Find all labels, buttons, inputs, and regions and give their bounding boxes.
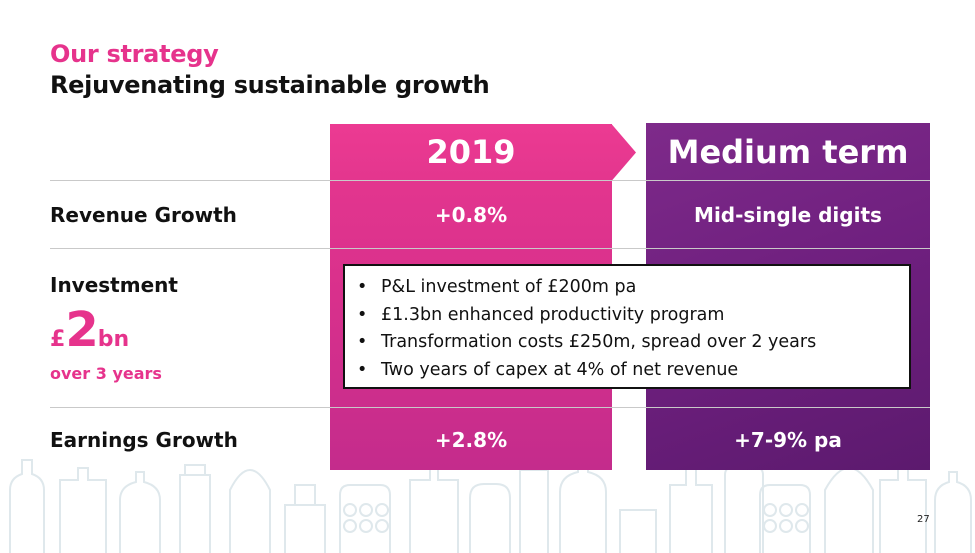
column-header-medium-term: Medium term bbox=[667, 133, 909, 171]
investment-number: 2 bbox=[65, 302, 98, 358]
row-divider bbox=[50, 180, 930, 181]
row-label-investment: Investment bbox=[50, 273, 178, 297]
investment-unit: bn bbox=[97, 327, 130, 352]
list-item: • Transformation costs £250m, spread over… bbox=[357, 332, 817, 352]
earnings-growth-2019-value: +2.8% bbox=[434, 428, 508, 452]
investment-amount: £2bn bbox=[50, 302, 129, 358]
revenue-growth-2019-value: +0.8% bbox=[434, 203, 508, 227]
investment-period: over 3 years bbox=[50, 364, 162, 383]
list-item: • Two years of capex at 4% of net revenue bbox=[357, 359, 739, 380]
column-header-2019: 2019 bbox=[426, 133, 516, 171]
row-divider bbox=[50, 407, 930, 408]
slide-subtitle: Rejuvenating sustainable growth bbox=[50, 71, 490, 99]
revenue-growth-medium-value: Mid-single digits bbox=[694, 203, 882, 227]
list-item: • P&L investment of £200m pa bbox=[357, 277, 637, 297]
investment-details-box: • P&L investment of £200m pa • £1.3bn enha… bbox=[343, 264, 911, 389]
row-label-revenue-growth: Revenue Growth bbox=[50, 203, 237, 227]
page-number: 27 bbox=[917, 514, 930, 525]
investment-bullet-list: • P&L investment of £200m pa • £1.3bn enha… bbox=[357, 274, 909, 384]
row-label-earnings-growth: Earnings Growth bbox=[50, 428, 238, 452]
list-item: • £1.3bn enhanced productivity program bbox=[357, 304, 725, 325]
earnings-growth-medium-value: +7-9% pa bbox=[734, 428, 842, 452]
arrow-header-2019 bbox=[330, 124, 636, 181]
investment-currency: £ bbox=[50, 327, 66, 352]
slide-title: Our strategy bbox=[50, 40, 219, 68]
row-divider bbox=[50, 248, 930, 249]
